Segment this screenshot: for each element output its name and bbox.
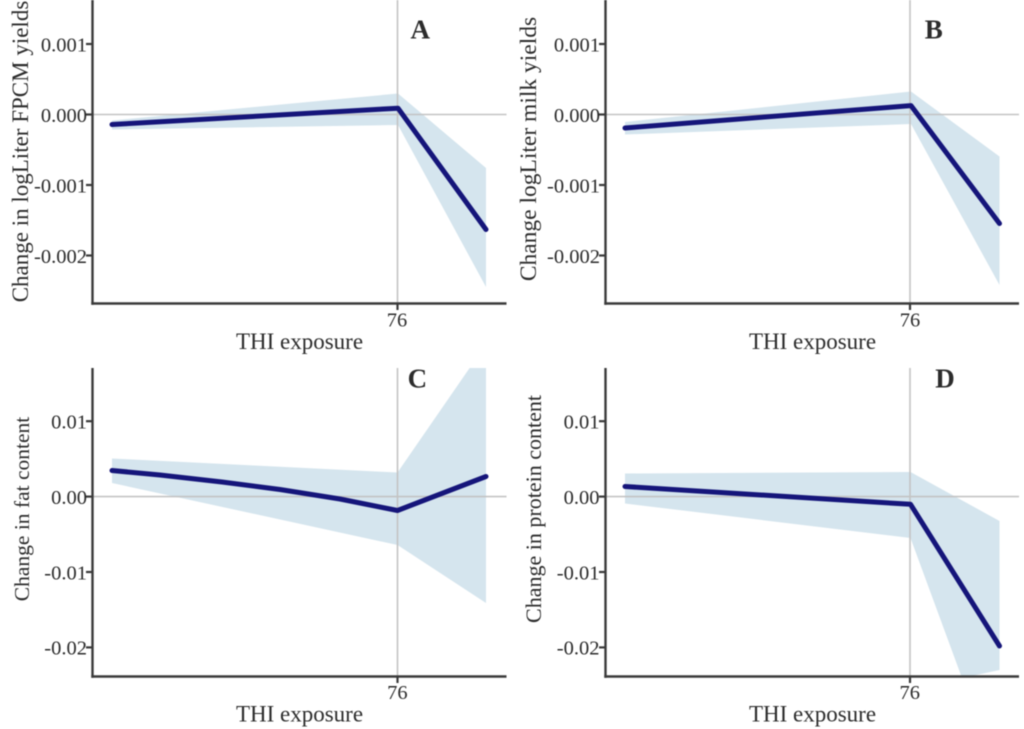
- svg-text:76: 76: [387, 310, 408, 332]
- svg-text:A: A: [410, 14, 430, 44]
- svg-text:0.001: 0.001: [554, 34, 600, 56]
- svg-text:-0.01: -0.01: [44, 562, 87, 584]
- svg-text:-0.01: -0.01: [557, 562, 600, 584]
- svg-text:-0.002: -0.002: [547, 246, 600, 268]
- svg-text:-0.001: -0.001: [547, 175, 600, 197]
- svg-text:THI exposure: THI exposure: [749, 329, 876, 354]
- svg-text:-0.001: -0.001: [34, 175, 87, 197]
- svg-text:0.000: 0.000: [41, 105, 87, 127]
- svg-text:76: 76: [900, 310, 921, 332]
- svg-text:B: B: [925, 14, 943, 44]
- svg-text:C: C: [408, 364, 428, 394]
- svg-text:THI exposure: THI exposure: [236, 329, 363, 354]
- svg-text:0.001: 0.001: [41, 34, 87, 56]
- svg-text:-0.02: -0.02: [557, 638, 600, 660]
- svg-text:0.00: 0.00: [51, 487, 87, 509]
- svg-text:0.00: 0.00: [564, 487, 600, 509]
- svg-text:-0.02: -0.02: [44, 638, 87, 660]
- svg-text:-0.002: -0.002: [34, 246, 87, 268]
- svg-text:0.01: 0.01: [564, 412, 600, 434]
- svg-text:Change in logLiter FPCM yields: Change in logLiter FPCM yields: [8, 1, 33, 303]
- svg-text:76: 76: [900, 682, 921, 704]
- svg-text:THI exposure: THI exposure: [236, 702, 363, 727]
- svg-text:76: 76: [387, 682, 408, 704]
- svg-text:Change in protein content: Change in protein content: [521, 395, 546, 623]
- svg-text:0.01: 0.01: [51, 412, 87, 434]
- svg-text:Change in fat content: Change in fat content: [10, 417, 34, 602]
- svg-text:D: D: [935, 363, 955, 393]
- svg-text:THI exposure: THI exposure: [749, 702, 876, 727]
- svg-text:0.000: 0.000: [554, 105, 600, 127]
- svg-text:Change logLiter milk yields: Change logLiter milk yields: [516, 17, 542, 281]
